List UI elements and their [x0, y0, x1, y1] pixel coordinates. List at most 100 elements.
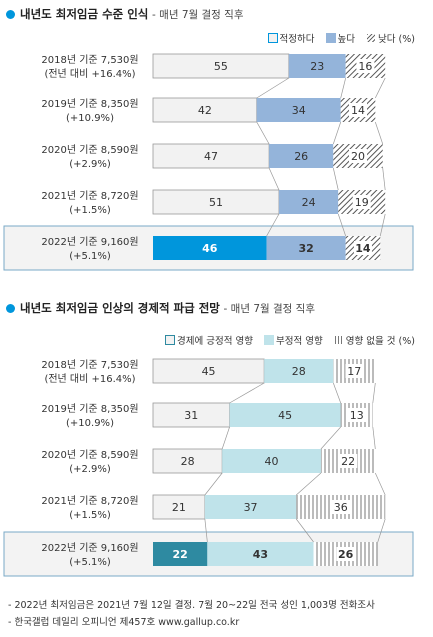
label-bg — [339, 454, 358, 468]
data-label: 45 — [278, 409, 292, 422]
category-sublabel: (+2.9%) — [69, 159, 111, 170]
legend-swatch — [333, 335, 344, 345]
category-sublabel: (+5.1%) — [69, 557, 111, 568]
label-bg — [347, 408, 366, 422]
connector-line — [332, 121, 342, 145]
category-sublabel: (+1.5%) — [69, 205, 111, 216]
data-label: 13 — [350, 409, 364, 422]
data-label: 32 — [298, 242, 313, 255]
legend-swatch — [267, 33, 278, 43]
category-label: 2020년 기준 8,590원 — [41, 144, 138, 156]
bar-segment — [152, 53, 290, 79]
legend-item: 영향 없을 것 (%) — [333, 335, 415, 347]
data-label: 43 — [253, 548, 268, 561]
footer-note: - 2022년 최저임금은 2021년 7월 12일 결정. 7월 20~22일… — [8, 600, 375, 611]
connector-line — [332, 167, 339, 191]
chart2-title: 내년도 최저임금 인상의 경제적 파급 전망 - 매년 7월 결정 직후 — [6, 300, 315, 316]
bar-segment — [222, 449, 321, 473]
data-label: 40 — [265, 455, 279, 468]
connector-line — [340, 77, 346, 99]
label-bg — [356, 59, 375, 73]
chart1-plot: 55 23 16 2018년 기준 7,530원 (전년 대비 +16.4%) 42 34 1… — [3, 53, 414, 271]
bullet-icon — [6, 304, 15, 313]
data-label: 14 — [351, 104, 365, 117]
connector-line — [372, 426, 376, 450]
connector-line — [337, 213, 346, 237]
bar-segment — [152, 143, 270, 169]
data-label: 22 — [173, 548, 188, 561]
category-sublabel: (+1.5%) — [69, 510, 111, 521]
data-label: 46 — [202, 242, 218, 255]
connector-line — [372, 382, 376, 404]
bullet-icon — [6, 10, 15, 19]
connector-line — [296, 472, 322, 496]
data-label: 31 — [184, 409, 198, 422]
bar-segment — [152, 97, 258, 123]
category-sublabel: (+10.9%) — [66, 113, 114, 124]
data-label: 34 — [292, 104, 306, 117]
bar-segment — [152, 189, 280, 215]
bar-segment — [204, 495, 297, 519]
data-label: 55 — [214, 60, 228, 73]
legend-swatch — [264, 335, 275, 345]
category-sublabel: (전년 대비 +16.4%) — [44, 373, 135, 385]
category-sublabel: (+5.1%) — [69, 251, 111, 262]
category-label: 2018년 기준 7,530원 — [41, 54, 138, 66]
data-label: 22 — [341, 455, 355, 468]
data-label: 36 — [334, 501, 348, 514]
data-label: 28 — [292, 365, 306, 378]
data-label: 45 — [202, 365, 216, 378]
data-label: 24 — [302, 196, 316, 209]
category-sublabel: (+10.9%) — [66, 418, 114, 429]
data-label: 20 — [351, 150, 365, 163]
chart2-plot: 45 28 17 2018년 기준 7,530원 (전년 대비 +16.4%) 31 45 1… — [3, 358, 414, 577]
bar-segment — [152, 494, 206, 520]
label-bg — [331, 500, 350, 514]
data-label: 42 — [198, 104, 212, 117]
connector-line — [374, 472, 386, 496]
bar-segment — [264, 359, 334, 383]
chart1-title: 내년도 최저임금 수준 인식 - 매년 7월 결정 직후 — [6, 6, 244, 22]
connector-line — [204, 518, 208, 543]
bar-segment — [152, 358, 265, 384]
category-label: 2020년 기준 8,590원 — [41, 449, 138, 461]
category-label: 2022년 기준 9,160원 — [41, 236, 138, 248]
bar-segment — [152, 448, 223, 474]
category-label: 2022년 기준 9,160원 — [41, 542, 138, 554]
category-sublabel: (전년 대비 +16.4%) — [44, 68, 135, 80]
data-label: 51 — [209, 196, 223, 209]
legend-item: 경제에 긍정적 영향 — [165, 335, 253, 347]
bar-segment — [288, 54, 346, 78]
data-label: 21 — [172, 501, 186, 514]
connector-line — [204, 472, 223, 496]
category-label: 2019년 기준 8,350원 — [41, 98, 138, 110]
chart1-legend: 적정하다 높다 낮다 (%) — [260, 31, 415, 45]
category-label: 2021년 기준 8,720원 — [41, 495, 138, 507]
label-bg — [352, 195, 371, 209]
bar-segment — [278, 190, 339, 214]
data-label: 28 — [181, 455, 195, 468]
legend-item: 부정적 영향 — [264, 335, 323, 347]
connector-line — [268, 167, 280, 191]
connector-line — [229, 382, 265, 404]
connector-line — [374, 77, 386, 99]
connector-line — [374, 121, 384, 145]
chart2-legend: 경제에 긍정적 영향 부정적 영향 영향 없을 것 (%) — [157, 333, 415, 347]
category-label: 2021년 기준 8,720원 — [41, 190, 138, 202]
connector-line — [332, 382, 342, 404]
bar-segment — [207, 542, 314, 566]
legend-item: 적정하다 — [267, 33, 315, 45]
category-sublabel: (+2.9%) — [69, 464, 111, 475]
connector-line — [320, 426, 341, 450]
legend-swatch — [165, 335, 176, 345]
bar-segment — [256, 98, 341, 122]
connector-line — [221, 426, 230, 450]
legend-item: 높다 — [325, 33, 355, 45]
data-label: 19 — [355, 196, 369, 209]
connector-line — [295, 518, 314, 543]
data-label: 16 — [358, 60, 372, 73]
bar-segment — [153, 236, 267, 260]
data-label: 17 — [347, 365, 361, 378]
bar-segment — [269, 144, 334, 168]
legend-item: 낮다 (%) — [366, 33, 415, 45]
